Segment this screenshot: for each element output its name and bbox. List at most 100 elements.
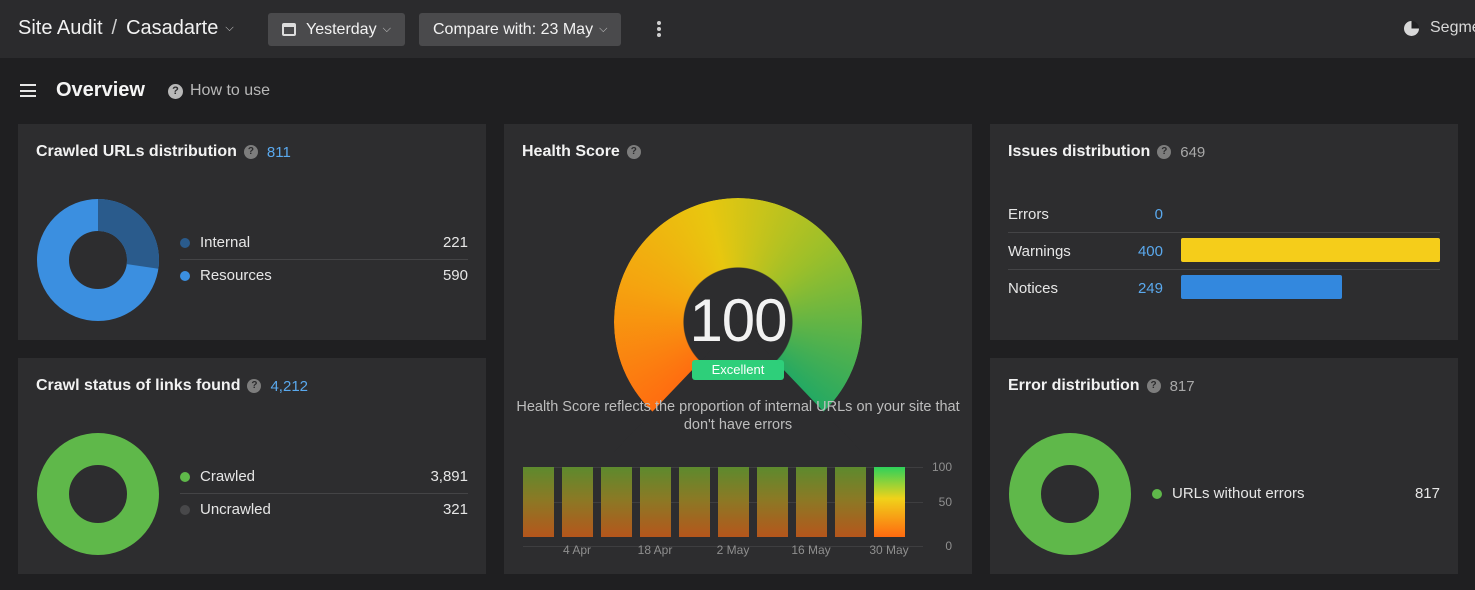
legend-dot: [180, 471, 190, 482]
issue-label-errors: Errors: [1008, 206, 1049, 223]
help-icon[interactable]: ?: [243, 145, 258, 159]
legend-value: 590: [442, 267, 468, 284]
chart-y-tick: 0: [945, 539, 952, 553]
breadcrumb-project[interactable]: Casadarte: [126, 17, 219, 39]
issue-label-warnings: Warnings: [1008, 243, 1071, 260]
health-score-title: Health Score: [522, 143, 620, 160]
error-distribution-title: Error distribution: [1008, 377, 1140, 394]
chart-bar[interactable]: [835, 467, 866, 537]
chart-bar[interactable]: [640, 467, 671, 537]
legend-label: Internal: [200, 234, 251, 251]
issue-bar-warnings[interactable]: [1181, 238, 1440, 262]
crawled-urls-count[interactable]: 811: [266, 143, 291, 161]
legend-item-crawled[interactable]: Crawled 3,891: [180, 468, 468, 485]
segments-label: Segme: [1430, 19, 1475, 36]
error-distribution-count: 817: [1169, 377, 1195, 395]
breadcrumb: Site Audit / Casadarte ⌵: [18, 17, 234, 40]
chart-bar[interactable]: [757, 467, 788, 537]
crawled-urls-card: Crawled URLs distribution ? 811 Internal…: [18, 124, 486, 340]
issue-bar-notices[interactable]: [1181, 275, 1342, 299]
donut-segment-internal[interactable]: [37, 199, 159, 321]
segments-button[interactable]: Segme: [1404, 19, 1475, 37]
legend-dot: [1152, 488, 1162, 499]
issue-value-notices[interactable]: 249: [1137, 280, 1163, 297]
legend-label: Uncrawled: [200, 501, 271, 518]
pie-chart-icon: [1404, 20, 1419, 36]
chart-bar[interactable]: [718, 467, 749, 537]
help-icon[interactable]: ?: [1157, 145, 1172, 159]
legend-item-internal[interactable]: Internal 221: [180, 234, 468, 251]
chart-y-tick: 100: [931, 460, 952, 474]
compare-label: Compare with: 23 May: [433, 20, 594, 38]
date-picker-label: Yesterday: [306, 20, 377, 38]
card-title: Health Score ?: [522, 143, 641, 161]
chart-bar[interactable]: [523, 467, 554, 537]
how-to-use-link[interactable]: ? How to use: [168, 82, 270, 100]
divider: [180, 259, 468, 260]
crawl-status-card: Crawl status of links found ? 4,212 Craw…: [18, 358, 486, 574]
chart-bar[interactable]: [796, 467, 827, 537]
legend-value: 321: [442, 501, 468, 518]
help-icon: ?: [168, 83, 183, 99]
gauge-cut: [614, 322, 862, 452]
legend-dot: [180, 237, 190, 248]
chart-bar[interactable]: [874, 467, 905, 537]
chart-gridline: [523, 546, 923, 547]
date-picker-button[interactable]: Yesterday ⌵: [268, 13, 405, 46]
card-title: Error distribution ? 817: [1008, 377, 1195, 395]
chart-bar[interactable]: [679, 467, 710, 537]
chart-x-tick: 2 May: [716, 543, 750, 557]
health-score-history-chart: 100 50 0 4 Apr 18 Apr 2 May 16 May 30 May: [504, 454, 972, 574]
chart-x-tick: 4 Apr: [562, 543, 592, 557]
chart-bar[interactable]: [562, 467, 593, 537]
chart-x-tick: 18 Apr: [637, 543, 673, 557]
menu-icon[interactable]: [20, 84, 36, 97]
chart-bar[interactable]: [601, 467, 632, 537]
card-title: Crawl status of links found ? 4,212: [36, 377, 308, 395]
issues-title: Issues distribution: [1008, 143, 1151, 160]
chevron-down-icon[interactable]: ⌵: [225, 22, 234, 34]
help-icon[interactable]: ?: [1146, 379, 1161, 393]
card-title: Crawled URLs distribution ? 811: [36, 143, 291, 161]
donut-segment-no-errors[interactable]: [1009, 433, 1131, 555]
top-bar: Site Audit / Casadarte ⌵ Yesterday ⌵ Compar…: [0, 0, 1475, 58]
chart-x-tick: 30 May: [869, 543, 909, 557]
crawl-status-donut: [37, 433, 159, 555]
legend-item-uncrawled[interactable]: Uncrawled 321: [180, 501, 468, 518]
calendar-icon: [282, 23, 296, 36]
issues-count: 649: [1180, 143, 1206, 161]
crawl-status-title: Crawl status of links found: [36, 377, 241, 394]
legend-item-resources[interactable]: Resources 590: [180, 267, 468, 284]
chevron-down-icon: ⌵: [599, 23, 608, 35]
health-score-badge: Excellent: [692, 360, 784, 380]
issue-label-notices: Notices: [1008, 280, 1059, 297]
divider: [1008, 269, 1440, 270]
issues-distribution-card: Issues distribution ? 649 Errors 0 Warni…: [990, 124, 1458, 340]
more-options-icon[interactable]: [657, 21, 661, 37]
help-icon[interactable]: ?: [247, 379, 262, 393]
legend-value: 221: [442, 234, 468, 251]
chart-x-tick: 16 May: [791, 543, 831, 557]
breadcrumb-separator: /: [111, 17, 118, 39]
sub-header: Overview ? How to use: [0, 58, 1475, 122]
divider: [1008, 232, 1440, 233]
breadcrumb-app[interactable]: Site Audit: [18, 17, 103, 39]
divider: [180, 493, 468, 494]
legend-dot: [180, 504, 190, 515]
issue-value-warnings[interactable]: 400: [1137, 243, 1163, 260]
legend-label: Resources: [200, 267, 272, 284]
crawl-status-count[interactable]: 4,212: [270, 377, 309, 395]
issue-value-errors[interactable]: 0: [1154, 206, 1163, 223]
legend-value: 817: [1414, 485, 1440, 502]
health-score-card: Health Score ? 100 Excellent Health Scor…: [504, 124, 972, 574]
legend-label: URLs without errors: [1172, 485, 1305, 502]
donut-segment-crawled[interactable]: [37, 433, 159, 555]
how-to-use-label: How to use: [190, 82, 271, 99]
page-title: Overview: [56, 79, 145, 101]
chevron-down-icon: ⌵: [382, 23, 391, 35]
error-distribution-donut: [1009, 433, 1131, 555]
help-icon[interactable]: ?: [626, 145, 641, 159]
legend-item-urls-without-errors[interactable]: URLs without errors 817: [1152, 485, 1440, 502]
compare-button[interactable]: Compare with: 23 May ⌵: [419, 13, 622, 46]
legend-value: 3,891: [430, 468, 468, 485]
